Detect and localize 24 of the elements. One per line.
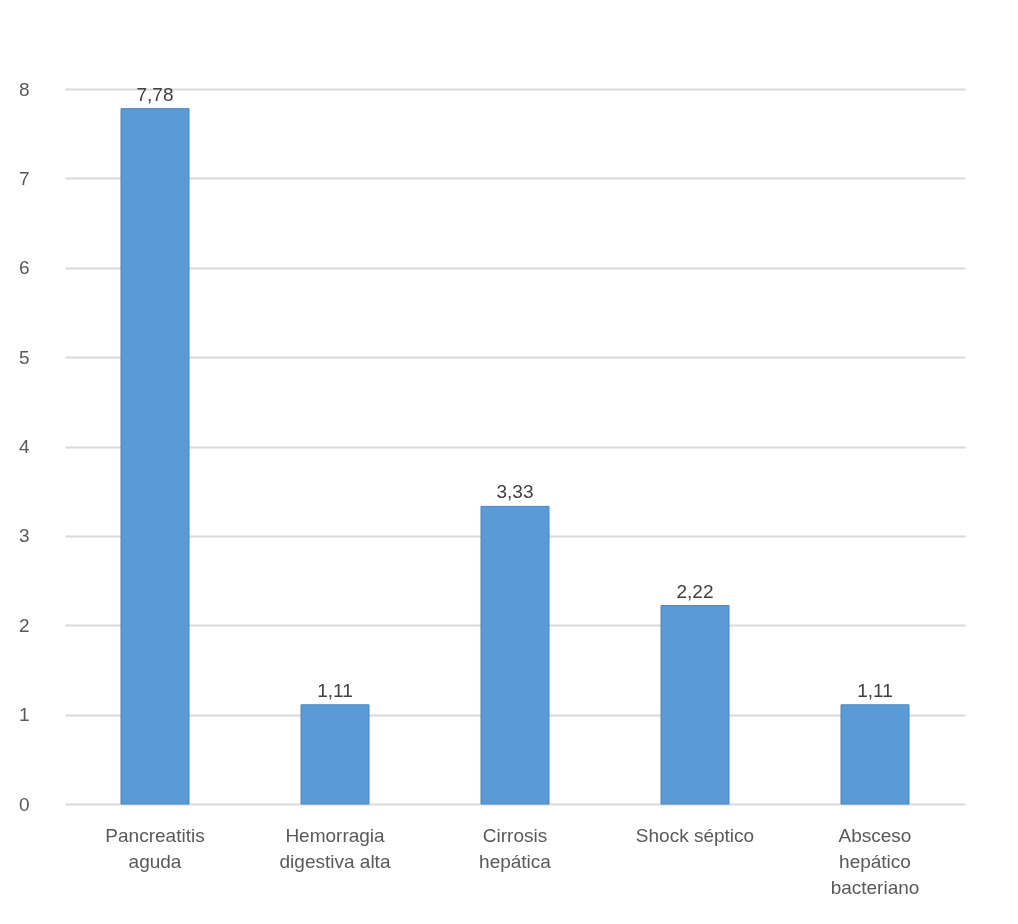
bar	[300, 704, 370, 805]
y-tick-label: 0	[18, 793, 30, 815]
x-tick-label: Shock séptico	[635, 824, 755, 846]
y-tick-label: 7	[18, 167, 30, 189]
x-tick-label: Pancreatitis aguda	[105, 824, 205, 872]
y-tick-label: 3	[18, 525, 30, 547]
data-label: 3,33	[496, 481, 534, 503]
y-tick-label: 2	[18, 614, 30, 636]
x-tick-label: Absceso hepático bacteriano	[830, 824, 920, 898]
y-tick-label: 4	[18, 436, 30, 457]
bar	[660, 605, 730, 805]
bar	[840, 704, 910, 805]
x-tick-label: Cirrosis hepática	[479, 824, 552, 872]
data-label: 1,11	[857, 679, 893, 701]
data-label: 7,78	[136, 83, 174, 105]
x-tick-label: Hemorragia digestiva alta	[279, 824, 391, 872]
data-label: 1,11	[317, 679, 353, 701]
bar	[480, 505, 550, 805]
y-tick-label: 6	[18, 257, 30, 279]
bar	[120, 108, 190, 805]
y-tick-label: 8	[18, 78, 30, 100]
y-tick-label: 5	[18, 346, 30, 368]
y-tick-label: 1	[18, 704, 30, 726]
data-label: 2,22	[676, 580, 714, 602]
